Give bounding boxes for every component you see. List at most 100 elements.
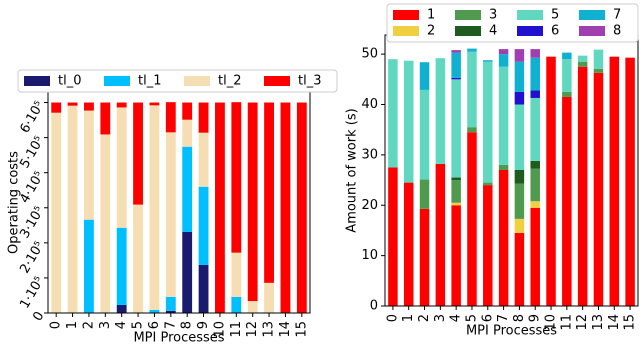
bar-segment [231, 102, 242, 253]
bar-segment [451, 180, 461, 203]
bar-segment [577, 66, 588, 307]
bar-segment [165, 296, 176, 311]
bar-segment [530, 201, 540, 208]
y-tick-label: 0 [370, 299, 378, 314]
bar-segment [198, 264, 209, 313]
bar-segment [84, 110, 94, 220]
y-axis-label: Operating costs [7, 151, 22, 254]
bar-segment [247, 301, 258, 313]
bar-segment [215, 102, 225, 314]
bar-segment [296, 102, 307, 314]
bar-segment [467, 132, 477, 306]
bar-segment [498, 49, 509, 55]
bar-segment [403, 182, 414, 306]
x-tick-label: 5 [464, 314, 479, 322]
legend-swatch [104, 76, 130, 86]
x-tick-label: 6 [147, 321, 162, 329]
bar-segment [467, 51, 477, 128]
bar-segment [264, 282, 274, 313]
bar-segment [498, 164, 509, 170]
x-tick-label: 12 [245, 321, 260, 338]
x-tick-label: 2 [81, 321, 96, 329]
bar-segment [182, 231, 193, 313]
x-axis-label: MPI Processes [133, 331, 224, 346]
x-tick-label: 2 [417, 314, 432, 322]
bar-segment [514, 218, 525, 233]
bar-segment [609, 56, 620, 306]
x-tick-label: 14 [278, 321, 293, 338]
bar-segment [198, 132, 209, 187]
y-tick-label: 6·10⁵ [17, 99, 47, 136]
bar-segment [514, 91, 525, 105]
bar-segment [231, 296, 242, 313]
x-tick-label: 9 [528, 314, 543, 322]
bar-segment [467, 48, 477, 52]
x-axis-label: MPI Processes [466, 324, 557, 339]
bar-segment [483, 185, 493, 306]
x-tick-label: 4 [449, 314, 464, 322]
bar-segment [530, 49, 540, 58]
legend-label: tl_3 [298, 74, 321, 89]
x-tick-label: 10 [544, 314, 559, 331]
bar-segment [116, 227, 127, 305]
bar-segment [231, 252, 242, 297]
bar-segment [264, 102, 274, 283]
y-tick-label: 4·10⁵ [17, 169, 47, 206]
legend-swatch [393, 10, 419, 20]
legend-label: 2 [427, 24, 435, 39]
bar-segment [84, 219, 94, 313]
bar-segment [625, 57, 635, 307]
legend-label: 8 [613, 24, 621, 39]
bar-segment [116, 304, 127, 313]
bar-segment [165, 132, 176, 297]
legend-label: 5 [551, 8, 559, 23]
bar-segment [419, 62, 430, 90]
bar-segment [593, 49, 604, 69]
x-tick-label: 0 [385, 314, 400, 322]
bar-segment [100, 134, 111, 313]
x-tick-label: 11 [229, 321, 244, 338]
x-tick-label: 12 [575, 314, 590, 331]
bar-segment [483, 60, 493, 62]
y-axis-label: Amount of work (s) [345, 108, 360, 232]
legend-box [386, 3, 639, 43]
bar-segment [51, 112, 62, 313]
x-tick-label: 1 [401, 314, 416, 322]
x-tick-label: 5 [131, 321, 146, 329]
bar-segment [514, 61, 525, 92]
x-tick-label: 15 [294, 321, 309, 338]
bar-segment [562, 52, 572, 60]
legend-swatch [517, 10, 543, 20]
bar-segment [451, 202, 461, 206]
x-tick-label: 8 [512, 314, 527, 322]
bar-segment [451, 52, 461, 78]
legend-label: tl_2 [218, 74, 241, 89]
y-tick-label: 30 [361, 147, 378, 162]
bar-segment [182, 102, 193, 120]
bar-segment [149, 105, 160, 310]
bar-segment [165, 310, 176, 313]
x-tick-label: 13 [591, 314, 606, 331]
bar-segment [530, 168, 540, 202]
x-tick-label: 9 [196, 321, 211, 329]
legend-swatch [24, 76, 50, 86]
legend-swatch [517, 26, 543, 36]
bar-segment [562, 59, 572, 92]
bar-segment [67, 105, 78, 313]
bar-segment [483, 182, 493, 186]
y-tick-label: 0 [30, 309, 47, 324]
x-tick-label: 0 [49, 321, 64, 329]
x-tick-label: 1 [65, 321, 80, 329]
legend-label: tl_1 [138, 74, 161, 89]
bar-segment [51, 102, 62, 113]
y-tick-label: 5·10⁵ [17, 134, 47, 171]
bar-segment [530, 160, 540, 169]
bar-segment [498, 66, 509, 165]
bar-segment [562, 96, 572, 307]
y-tick-label: 1·10⁵ [17, 274, 47, 311]
y-tick-label: 2·10⁵ [17, 239, 47, 276]
bar-segment [593, 72, 604, 306]
y-tick-label: 50 [361, 47, 378, 62]
bar-segment [435, 58, 446, 164]
